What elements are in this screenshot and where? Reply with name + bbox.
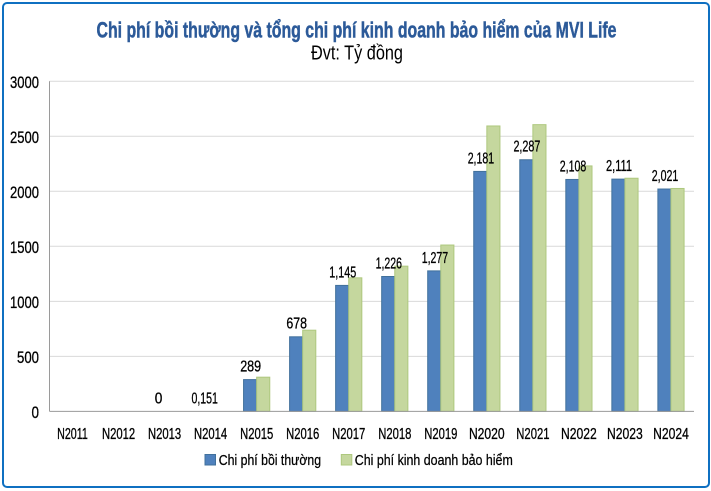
- svg-text:N2021: N2021: [516, 426, 549, 443]
- svg-text:3000: 3000: [10, 73, 39, 92]
- svg-text:1500: 1500: [10, 238, 39, 257]
- svg-text:1,226: 1,226: [376, 255, 402, 272]
- svg-text:1000: 1000: [10, 293, 39, 312]
- svg-text:1,145: 1,145: [329, 264, 356, 281]
- svg-text:N2015: N2015: [240, 426, 273, 443]
- svg-text:0: 0: [155, 390, 163, 407]
- svg-text:N2019: N2019: [424, 426, 457, 443]
- svg-text:2,021: 2,021: [652, 168, 679, 185]
- svg-text:Chi phí bồi thường: Chi phí bồi thường: [219, 453, 321, 469]
- svg-text:Đvt: Tỷ đồng: Đvt: Tỷ đồng: [311, 43, 403, 65]
- svg-text:Chi phí kinh doanh bảo hiểm: Chi phí kinh doanh bảo hiểm: [355, 453, 513, 469]
- svg-text:2,287: 2,287: [513, 139, 540, 156]
- svg-text:2,108: 2,108: [560, 158, 587, 175]
- svg-text:N2012: N2012: [102, 426, 135, 443]
- svg-text:2,181: 2,181: [468, 150, 494, 167]
- svg-text:N2016: N2016: [286, 426, 319, 443]
- svg-text:500: 500: [17, 348, 39, 367]
- svg-text:N2013: N2013: [148, 426, 181, 443]
- svg-text:N2022: N2022: [561, 426, 597, 443]
- svg-text:2000: 2000: [10, 183, 39, 202]
- svg-text:N2018: N2018: [378, 426, 411, 443]
- svg-text:N2023: N2023: [607, 426, 643, 443]
- svg-text:289: 289: [240, 359, 261, 376]
- svg-text:N2024: N2024: [653, 426, 689, 443]
- svg-text:0: 0: [32, 403, 40, 422]
- svg-text:N2014: N2014: [194, 426, 227, 443]
- svg-text:N2020: N2020: [469, 426, 505, 443]
- svg-text:N2011: N2011: [57, 426, 88, 443]
- svg-text:2500: 2500: [10, 128, 39, 147]
- svg-text:678: 678: [286, 316, 307, 333]
- svg-text:Chi phí bồi thường và tổng chi: Chi phí bồi thường và tổng chi phí kinh …: [97, 18, 617, 43]
- svg-text:0,151: 0,151: [192, 390, 218, 407]
- svg-text:2,111: 2,111: [606, 158, 632, 175]
- svg-text:N2017: N2017: [332, 426, 365, 443]
- svg-text:1,277: 1,277: [422, 250, 448, 267]
